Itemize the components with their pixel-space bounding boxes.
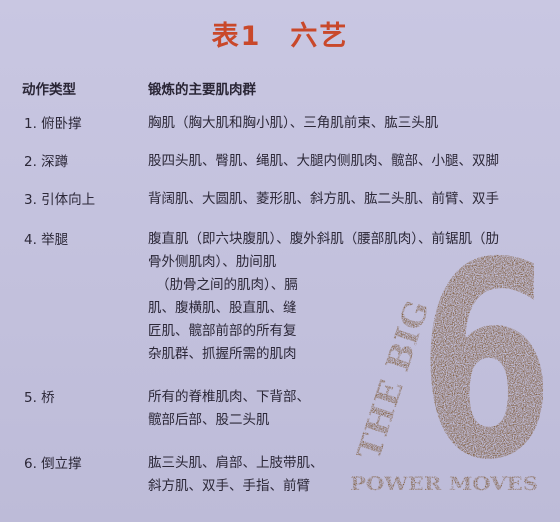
muscle-line: 匠肌、髋部前部的所有复 bbox=[148, 323, 297, 339]
muscle-line: 杂肌群、抓握所需的肌肉 bbox=[148, 346, 297, 362]
muscle-line: 腹直肌（即六块腹肌）、腹外斜肌（腰部肌肉）、前锯肌（肋 bbox=[148, 231, 499, 247]
exercise-name: 5. 桥 bbox=[24, 390, 55, 406]
table-title: 表1 六艺 bbox=[211, 21, 349, 52]
muscle-line: （肋骨之间的肌肉）、膈 bbox=[156, 277, 298, 293]
muscle-list: 所有的脊椎肌肉、下背部、 髋部后部、股二头肌 bbox=[148, 386, 310, 432]
muscle-line: 所有的脊椎肌肉、下背部、 bbox=[148, 389, 310, 405]
muscle-line: 肱三头肌、肩部、上肢带肌、 bbox=[148, 455, 324, 471]
exercise-name: 2. 深蹲 bbox=[24, 154, 69, 170]
muscle-list: 肱三头肌、肩部、上肢带肌、 斜方肌、双手、手指、前臂 bbox=[148, 452, 324, 498]
muscle-list: 股四头肌、臀肌、绳肌、大腿内侧肌肉、髋部、小腿、双脚 bbox=[148, 150, 499, 173]
muscle-line: 斜方肌、双手、手指、前臂 bbox=[148, 478, 310, 494]
exercise-name: 1. 俯卧撑 bbox=[24, 116, 82, 132]
exercise-name: 3. 引体向上 bbox=[24, 192, 96, 208]
exercise-name: 6. 倒立撑 bbox=[24, 456, 82, 472]
muscle-line: 胸肌（胸大肌和胸小肌）、三角肌前束、肱三头肌 bbox=[148, 115, 439, 131]
muscle-line: 髋部后部、股二头肌 bbox=[148, 412, 270, 428]
muscle-line: 背阔肌、大圆肌、菱形肌、斜方肌、肱二头肌、前臂、双手 bbox=[148, 191, 499, 207]
muscle-line: 股四头肌、臀肌、绳肌、大腿内侧肌肉、髋部、小腿、双脚 bbox=[148, 153, 499, 169]
muscle-list: 腹直肌（即六块腹肌）、腹外斜肌（腰部肌肉）、前锯肌（肋 骨外侧肌肉）、肋间肌 （… bbox=[148, 228, 499, 366]
muscle-list: 背阔肌、大圆肌、菱形肌、斜方肌、肱二头肌、前臂、双手 bbox=[148, 188, 499, 211]
muscle-line: 骨外侧肌肉）、肋间肌 bbox=[148, 254, 277, 270]
header-exercise-type: 动作类型 bbox=[22, 82, 76, 98]
exercise-name: 4. 举腿 bbox=[24, 232, 69, 248]
header-main-muscles: 锻炼的主要肌肉群 bbox=[148, 82, 256, 98]
logo-caption: POWER MOVES bbox=[350, 473, 538, 495]
muscle-line: 肌、腹横肌、股直肌、缝 bbox=[148, 300, 297, 316]
muscle-list: 胸肌（胸大肌和胸小肌）、三角肌前束、肱三头肌 bbox=[148, 112, 438, 135]
